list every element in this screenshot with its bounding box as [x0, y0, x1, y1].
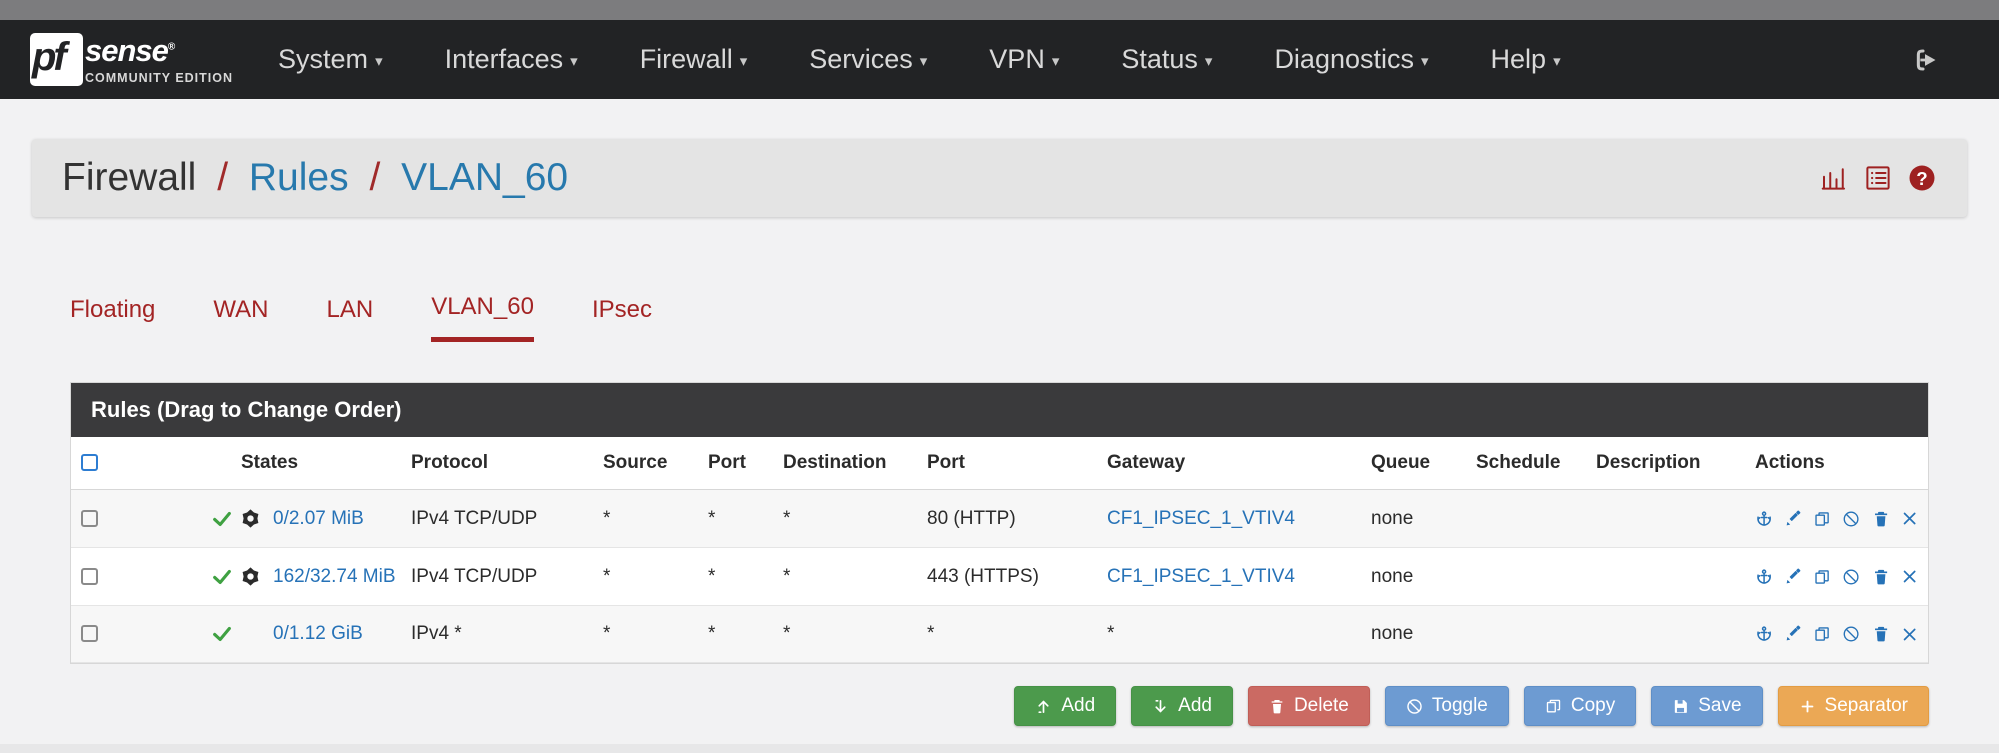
svg-text:?: ? — [1916, 168, 1927, 189]
